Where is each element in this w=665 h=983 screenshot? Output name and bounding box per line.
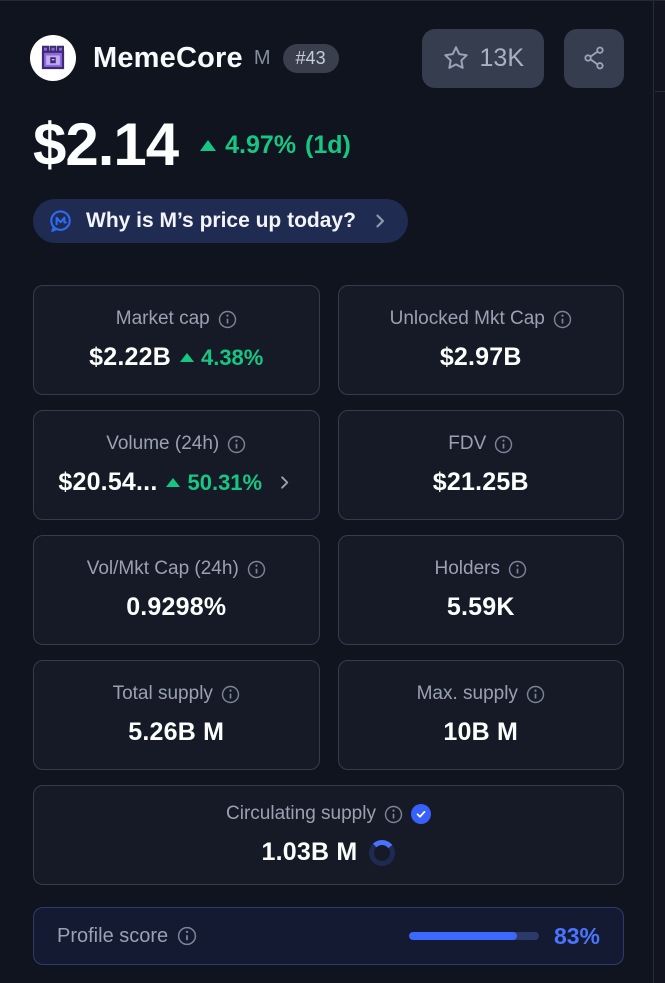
profile-score-bar	[408, 932, 539, 940]
volume-24h-label: Volume (24h)	[106, 433, 220, 454]
total-supply-value: 5.26B M	[128, 718, 225, 746]
info-icon[interactable]	[553, 310, 572, 329]
coin-logo	[30, 35, 76, 81]
profile-score-bar-fill	[408, 932, 517, 940]
price-value: $2.14	[33, 111, 179, 178]
price-change-period: (1d)	[305, 130, 351, 159]
vol-mkt-cap-value: 0.9298%	[126, 593, 227, 621]
fdv-value: $21.25B	[432, 468, 529, 496]
info-icon[interactable]	[227, 435, 246, 454]
vol-mkt-cap-card: Vol/Mkt Cap (24h) 0.9298%	[33, 535, 320, 645]
vol-mkt-cap-label: Vol/Mkt Cap (24h)	[86, 558, 239, 579]
coin-ticker: M	[253, 46, 271, 69]
verified-check-icon[interactable]	[410, 804, 431, 824]
price-insight-pill[interactable]: Why is M’s price up today?	[33, 199, 408, 243]
holders-label: Holders	[434, 558, 500, 579]
price-change-percent: 4.97%	[225, 130, 297, 159]
unlocked-mkt-cap-value: $2.97B	[439, 343, 522, 371]
total-supply-card: Total supply 5.26B M	[33, 660, 320, 770]
watchlist-count: 13K	[479, 43, 524, 72]
holders-card: Holders 5.59K	[337, 535, 624, 645]
up-arrow-icon	[179, 353, 194, 362]
coin-name: MemeCore	[93, 41, 243, 74]
info-icon[interactable]	[494, 435, 513, 454]
unlocked-mkt-cap-card: Unlocked Mkt Cap $2.97B	[337, 285, 624, 395]
memecore-logo-icon	[41, 45, 65, 70]
share-button[interactable]	[564, 28, 624, 88]
info-icon[interactable]	[508, 560, 527, 579]
adjacent-panel-divider	[655, 91, 665, 92]
coin-rank-badge: #43	[282, 43, 339, 73]
info-icon[interactable]	[221, 685, 240, 704]
market-cap-label: Market cap	[115, 308, 210, 329]
up-arrow-icon	[166, 478, 181, 487]
chevron-right-icon[interactable]	[275, 473, 294, 492]
price-section: $2.14 4.97% (1d)	[33, 112, 653, 178]
circulating-supply-value: 1.03B M	[261, 838, 358, 866]
market-cap-change: 4.38%	[179, 345, 263, 371]
profile-score-card: Profile score 83%	[33, 907, 624, 965]
share-icon	[584, 46, 604, 70]
watchlist-button[interactable]: 13K	[421, 28, 544, 88]
volume-24h-change: 50.31%	[166, 470, 262, 496]
profile-score-value: 83%	[553, 922, 600, 949]
info-icon[interactable]	[177, 926, 197, 946]
supply-progress-ring	[369, 839, 396, 866]
max-supply-label: Max. supply	[416, 683, 518, 704]
max-supply-card: Max. supply 10B M	[337, 660, 624, 770]
info-icon[interactable]	[384, 805, 403, 824]
market-cap-value: $2.22B	[89, 343, 171, 371]
price-change: 4.97% (1d)	[200, 131, 351, 160]
info-icon[interactable]	[218, 310, 237, 329]
fdv-label: FDV	[448, 433, 487, 454]
insight-pill-label: Why is M’s price up today?	[86, 209, 356, 232]
profile-score-label: Profile score	[57, 924, 169, 947]
chevron-right-icon	[376, 214, 384, 228]
volume-24h-card[interactable]: Volume (24h) $20.54... 50.31%	[33, 410, 320, 520]
total-supply-label: Total supply	[112, 683, 213, 704]
unlocked-mkt-cap-label: Unlocked Mkt Cap	[389, 308, 545, 329]
circulating-supply-card: Circulating supply 1.03B M	[33, 785, 624, 885]
up-arrow-icon	[200, 139, 217, 151]
volume-24h-value: $20.54...	[58, 468, 158, 496]
max-supply-value: 10B M	[443, 718, 519, 746]
adjacent-panel-edge	[655, 1, 665, 983]
fdv-card: FDV $21.25B	[337, 410, 624, 520]
coin-header: MemeCore M #43 13K	[30, 28, 624, 88]
circulating-supply-label: Circulating supply	[226, 803, 376, 824]
cmc-chat-icon	[50, 209, 71, 232]
holders-value: 5.59K	[446, 593, 515, 621]
market-cap-card: Market cap $2.22B 4.38%	[33, 285, 320, 395]
star-icon	[443, 46, 468, 69]
header-actions: 13K	[421, 28, 624, 88]
info-icon[interactable]	[247, 560, 266, 579]
stats-grid: Market cap $2.22B 4.38% Unlocked Mkt Cap	[33, 285, 624, 885]
info-icon[interactable]	[526, 685, 545, 704]
